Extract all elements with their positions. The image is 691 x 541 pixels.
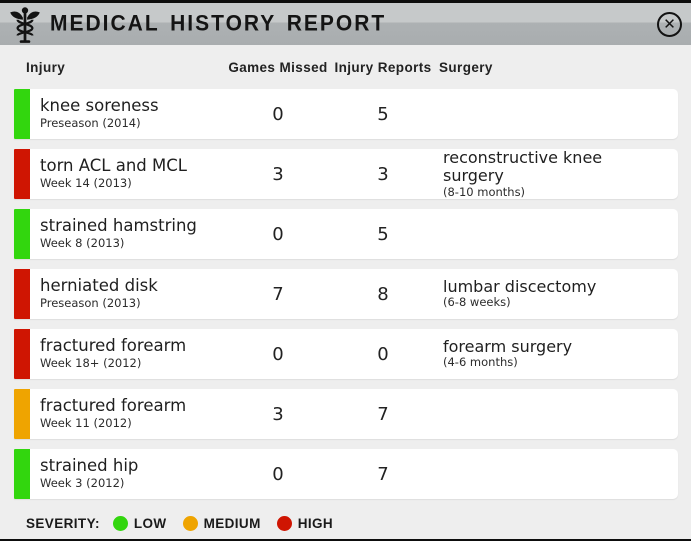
injury-reports-value: 5 [377,103,389,125]
injury-reports-value: 7 [377,403,389,425]
injury-name: herniated disk [40,276,158,296]
close-button[interactable]: ✕ [657,12,682,37]
injury-date: Preseason (2014) [40,116,141,131]
injury-name: knee soreness [40,96,159,116]
legend-item: MEDIUM [182,516,261,531]
table-row: torn ACL and MCL Week 14 (2013) 3 3 reco… [14,149,678,199]
severity-bar [14,269,30,319]
severity-bar [14,389,30,439]
surgery-cell: forearm surgery (4-6 months) [434,329,678,379]
report-header: MEDICAL HISTORY REPORT ✕ [0,3,691,45]
table-row: herniated disk Preseason (2013) 7 8 lumb… [14,269,678,319]
injury-name: fractured forearm [40,336,187,356]
page-title: MEDICAL HISTORY REPORT [50,11,387,36]
surgery-cell: reconstructive knee surgery (8-10 months… [434,149,678,199]
surgery-cell [434,209,678,259]
injury-date: Week 14 (2013) [40,176,132,191]
surgery-cell [434,449,678,499]
injury-name: strained hip [40,456,139,476]
injury-reports-value: 3 [377,163,389,185]
injury-reports-value: 7 [377,463,389,485]
games-missed-value: 7 [272,283,284,305]
bottom-edge-strip [0,539,691,541]
injury-date: Week 11 (2012) [40,416,132,431]
injury-cell: fractured forearm Week 18+ (2012) [30,329,224,379]
games-missed-value: 0 [272,463,284,485]
injury-reports-value: 8 [377,283,389,305]
severity-dot-icon [112,516,128,531]
legend-item-label: LOW [133,516,167,531]
injury-date: Week 18+ (2012) [40,356,142,371]
games-missed-value: 0 [272,103,284,125]
legend-item: LOW [112,516,167,531]
surgery-cell [434,89,678,139]
injury-date: Preseason (2013) [40,296,141,311]
injury-cell: strained hamstring Week 8 (2013) [30,209,224,259]
injury-reports-value: 0 [377,343,389,365]
games-missed-value: 0 [272,223,284,245]
surgery-duration: (8-10 months) [443,184,526,199]
table-row: strained hamstring Week 8 (2013) 0 5 [14,209,678,259]
injury-date: Week 3 (2012) [40,476,125,491]
severity-bar [14,209,30,259]
surgery-name: forearm surgery [443,336,573,356]
column-header-injury-reports: Injury Reports [334,59,432,75]
injury-cell: strained hip Week 3 (2012) [30,449,224,499]
severity-bar [14,89,30,139]
games-missed-value: 0 [272,343,284,365]
injury-date: Week 8 (2013) [40,236,125,251]
injury-cell: torn ACL and MCL Week 14 (2013) [30,149,224,199]
column-header-injury: Injury [26,59,66,75]
top-edge-strip [0,0,691,3]
injury-cell: knee soreness Preseason (2014) [30,89,224,139]
severity-bar [14,149,30,199]
surgery-name: lumbar discectomy [443,276,597,296]
legend-item: HIGH [276,516,334,531]
injury-cell: herniated disk Preseason (2013) [30,269,224,319]
injury-cell: fractured forearm Week 11 (2012) [30,389,224,439]
surgery-cell: lumbar discectomy (6-8 weeks) [434,269,678,319]
severity-dot-icon [276,516,292,531]
severity-bar [14,329,30,379]
table-column-headers: Injury Games Missed Injury Reports Surge… [0,45,691,89]
injury-name: strained hamstring [40,216,197,236]
surgery-duration: (6-8 weeks) [443,295,511,310]
legend-item-label: MEDIUM [203,516,261,531]
table-row: knee soreness Preseason (2014) 0 5 [14,89,678,139]
games-missed-value: 3 [272,403,284,425]
severity-legend: SEVERITY: LOW MEDIUM HIGH [0,516,691,531]
severity-bar [14,449,30,499]
table-row: fractured forearm Week 18+ (2012) 0 0 fo… [14,329,678,379]
column-header-surgery: Surgery [439,59,493,75]
surgery-name: reconstructive knee surgery [443,149,603,186]
injury-name: torn ACL and MCL [40,156,187,176]
injury-rows: knee soreness Preseason (2014) 0 5 torn … [0,89,691,499]
injury-name: fractured forearm [40,396,187,416]
games-missed-value: 3 [272,163,284,185]
injury-reports-value: 5 [377,223,389,245]
table-row: fractured forearm Week 11 (2012) 3 7 [14,389,678,439]
caduceus-icon [10,7,40,43]
severity-dot-icon [182,516,198,531]
column-header-games-missed: Games Missed [228,59,328,75]
legend-item-label: HIGH [297,516,334,531]
table-row: strained hip Week 3 (2012) 0 7 [14,449,678,499]
surgery-duration: (4-6 months) [443,355,518,370]
severity-legend-label: SEVERITY: [26,516,100,531]
surgery-cell [434,389,678,439]
